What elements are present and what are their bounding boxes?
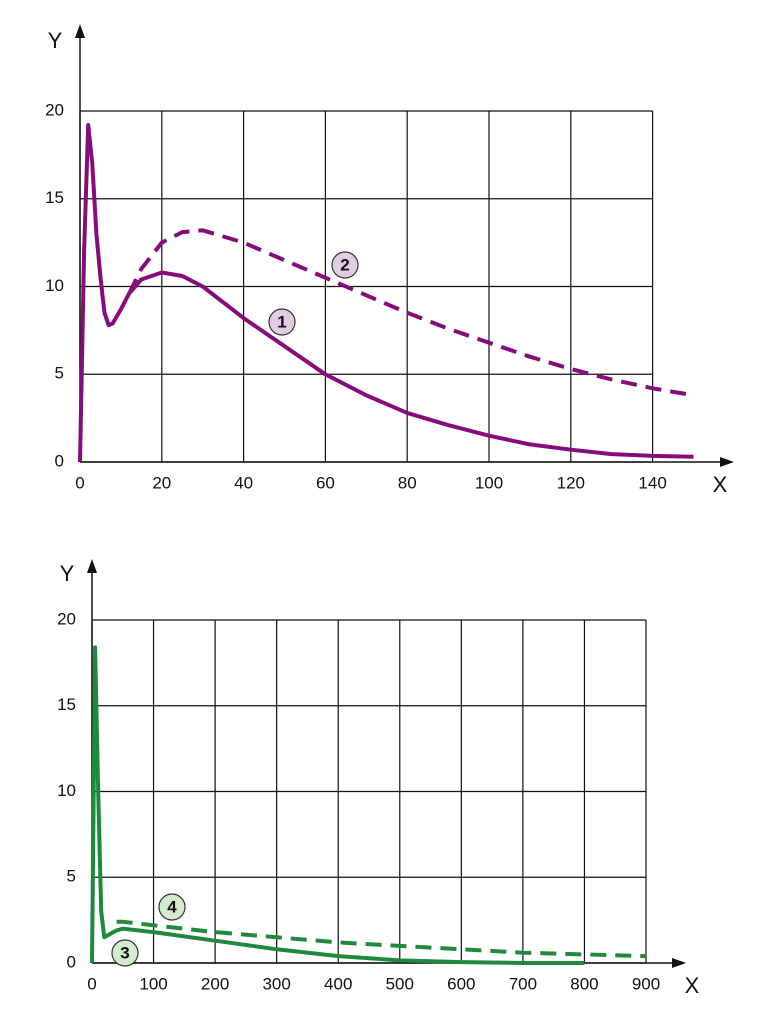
series-label-badge (158, 893, 186, 921)
x-tick-label: 20 (152, 473, 171, 492)
x-tick-label: 0 (87, 974, 96, 993)
series-line (127, 228, 694, 398)
y-tick-label: 0 (67, 952, 76, 971)
series-line (90, 645, 585, 965)
y-tick-label: 15 (57, 695, 76, 714)
x-tick-label: 80 (398, 473, 417, 492)
x-axis-arrow (672, 958, 686, 968)
x-tick-label: 700 (509, 974, 537, 993)
y-tick-label: 15 (45, 188, 64, 207)
y-tick-label: 5 (55, 364, 64, 383)
x-tick-label: 200 (201, 974, 229, 993)
y-axis-arrow (87, 559, 97, 573)
series-label: 4 (167, 897, 177, 916)
y-tick-label: 10 (45, 276, 64, 295)
y-tick-label: 0 (55, 451, 64, 470)
x-tick-label: 900 (632, 974, 660, 993)
x-tick-label: 40 (234, 473, 253, 492)
y-tick-label: 20 (45, 100, 64, 119)
series-label-badge (331, 251, 359, 279)
x-axis-label: X (713, 472, 728, 497)
x-tick-label: 500 (386, 974, 414, 993)
series-line (116, 919, 647, 959)
series-label: 1 (277, 312, 286, 331)
y-tick-label: 20 (57, 609, 76, 628)
x-tick-label: 100 (139, 974, 167, 993)
series-line (78, 123, 694, 463)
x-tick-label: 800 (570, 974, 598, 993)
series-label-badge (268, 308, 296, 336)
y-axis-label: Y (60, 561, 75, 586)
x-tick-label: 300 (262, 974, 290, 993)
y-axis-label: Y (48, 28, 63, 53)
x-tick-label: 600 (447, 974, 475, 993)
x-tick-label: 60 (316, 473, 335, 492)
x-axis-arrow (720, 457, 734, 467)
y-tick-label: 5 (67, 867, 76, 886)
x-tick-label: 100 (475, 473, 503, 492)
x-tick-label: 140 (638, 473, 666, 492)
x-tick-label: 400 (324, 974, 352, 993)
series-label: 2 (340, 255, 349, 274)
x-tick-label: 0 (75, 473, 84, 492)
x-tick-label: 120 (557, 473, 585, 492)
series-label: 3 (120, 943, 129, 962)
y-axis-arrow (75, 24, 85, 38)
y-tick-label: 10 (57, 781, 76, 800)
x-axis-label: X (685, 973, 700, 998)
series-label-badge (111, 939, 139, 967)
